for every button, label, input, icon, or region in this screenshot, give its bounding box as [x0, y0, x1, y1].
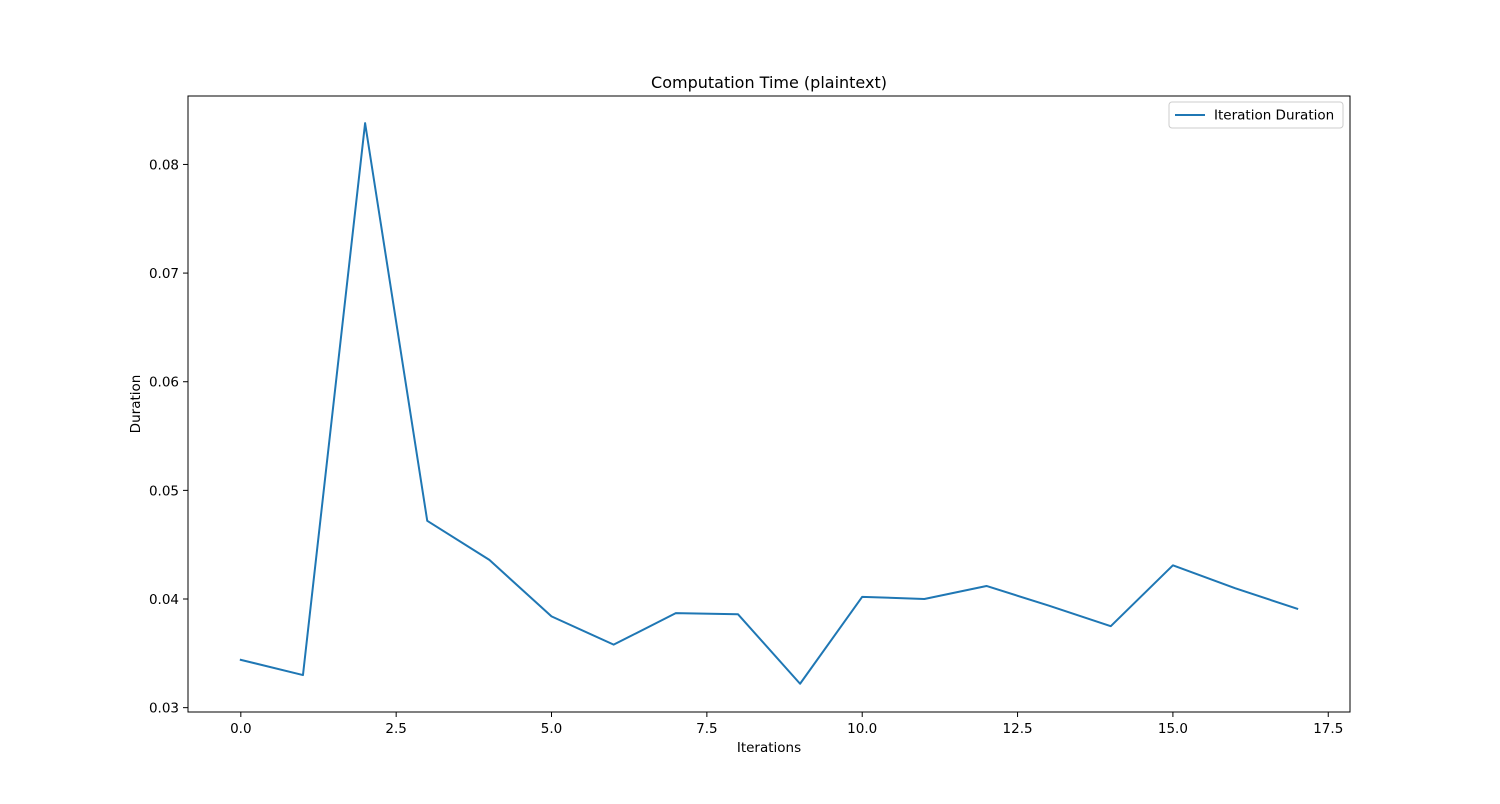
ticks-layer: 0.0 2.5 5.0 7.5 10.0 12.5 15.0 17.5 0.03 0.04 0.05… [149, 157, 1343, 737]
x-tick-label: 0.0 [230, 721, 251, 737]
legend-box [1168, 101, 1344, 129]
series-line-iteration-duration [239, 122, 1299, 685]
x-tick-label: 15.0 [1158, 721, 1188, 737]
y-tick-label: 0.04 [149, 592, 179, 608]
x-axis-label: Iterations [737, 740, 801, 756]
y-tick-label: 0.03 [149, 701, 179, 717]
x-tick-label: 2.5 [385, 721, 406, 737]
x-tick-label: 5.0 [541, 721, 562, 737]
x-tick-label: 12.5 [1003, 721, 1033, 737]
x-tick-label: 17.5 [1313, 721, 1343, 737]
x-tick-label: 10.0 [847, 721, 877, 737]
y-tick-label: 0.06 [149, 375, 179, 391]
y-tick-label: 0.07 [149, 266, 179, 282]
legend: Iteration Duration [1168, 101, 1344, 129]
x-tick-label: 7.5 [696, 721, 717, 737]
plot-area-frame [187, 95, 1351, 713]
series-layer [239, 122, 1299, 685]
chart-title: Computation Time (plaintext) [651, 73, 887, 92]
y-axis-label: Duration [128, 375, 144, 434]
y-tick-label: 0.08 [149, 157, 179, 173]
legend-label: Iteration Duration [1214, 108, 1334, 124]
y-tick-label: 0.05 [149, 483, 179, 499]
